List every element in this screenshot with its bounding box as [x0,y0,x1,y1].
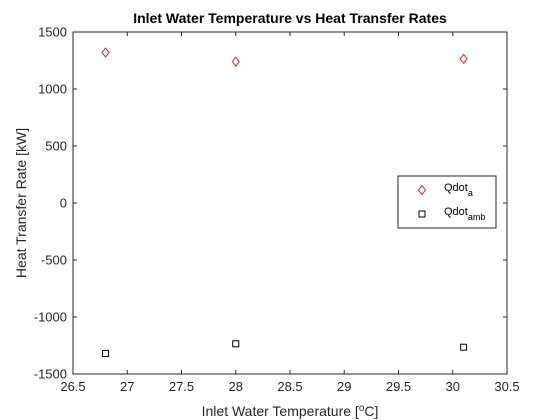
series-1-point [459,53,468,65]
y-tick-label: 1000 [38,82,67,97]
x-tick-label: 28 [229,379,243,394]
x-tick-label: 27.5 [169,379,194,394]
legend: Qdota Qdotamb [397,175,497,229]
series-2-point [102,349,110,357]
legend-label-1: Qdota [444,182,473,198]
x-axis-label: Inlet Water Temperature [oC] [202,403,379,420]
chart-title: Inlet Water Temperature vs Heat Transfer… [133,10,447,26]
y-axis-ticks: -1500 -1000 -500 0 500 1000 1500 [34,25,507,382]
y-tick-label: -500 [41,253,67,268]
legend-box [397,175,497,229]
x-tick-label: 29 [337,379,351,394]
series-1-point [231,56,240,67]
y-tick-label: 500 [45,139,67,154]
series-2-point [460,343,468,351]
series-2-point [232,340,240,348]
y-tick-label: -1000 [34,310,67,325]
x-tick-label: 30.5 [494,379,519,394]
x-tick-label: 28.5 [277,379,302,394]
y-tick-label: 0 [60,196,67,211]
series-1-point [101,47,110,58]
y-tick-label: 1500 [38,25,67,40]
legend-label-2: Qdotamb [444,206,485,222]
x-axis-ticks: 26.5 27 27.5 28 28.5 29 29.5 30 30.5 [60,32,520,394]
y-tick-label: -1500 [34,367,67,382]
y-axis-label: Heat Transfer Rate [kW] [13,128,29,278]
legend-marker-1 [417,184,427,196]
x-tick-label: 27 [120,379,134,394]
x-tick-label: 26.5 [60,379,85,394]
x-tick-label: 30 [446,379,460,394]
data-points [101,47,468,357]
x-tick-label: 29.5 [386,379,411,394]
legend-marker-2 [418,210,426,218]
